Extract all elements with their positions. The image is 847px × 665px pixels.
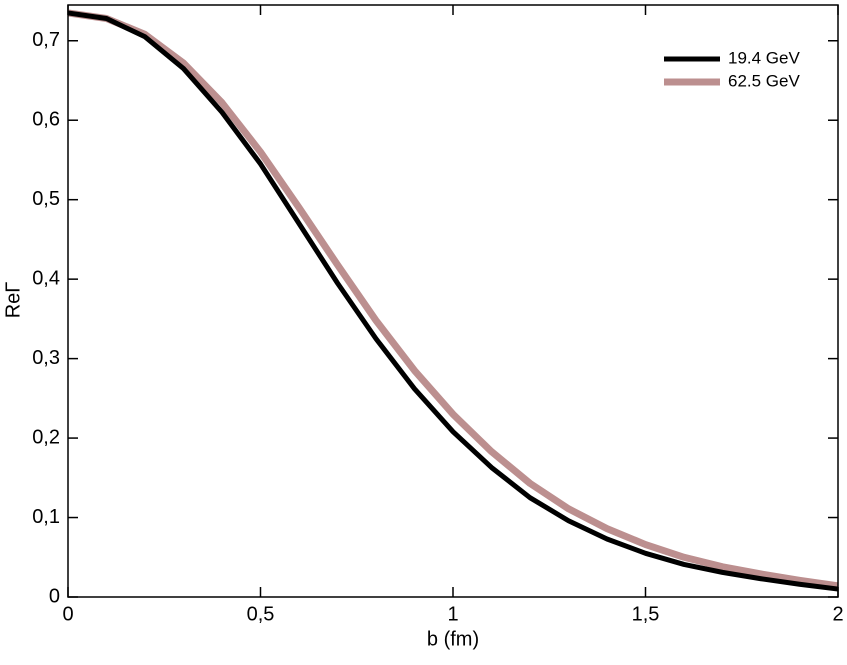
line [67,9,839,590]
y-tick-label: 0,2 [32,426,60,448]
legend-label: 19.4 GeV [728,48,800,67]
y-tick-label: 0,5 [32,188,60,210]
x-tick-label: 2 [832,603,843,625]
legend-label: 62.5 GeV [728,71,800,90]
y-tick-label: 0,6 [32,109,60,131]
y-tick-label: 0 [49,585,60,607]
y-tick-label: 0,4 [32,267,60,289]
x-axis-label: b (fm) [427,628,479,650]
y-tick-label: 0,7 [32,29,60,51]
y-axis-label: ReΓ [2,282,24,319]
x-tick-label: 0 [62,603,73,625]
x-tick-label: 0,5 [247,603,275,625]
line [67,10,839,592]
x-tick-label: 1 [447,603,458,625]
x-tick-label: 1,5 [632,603,660,625]
plot-frame [67,4,839,598]
y-tick-label: 0,1 [32,506,60,528]
y-tick-label: 0,3 [32,347,60,369]
